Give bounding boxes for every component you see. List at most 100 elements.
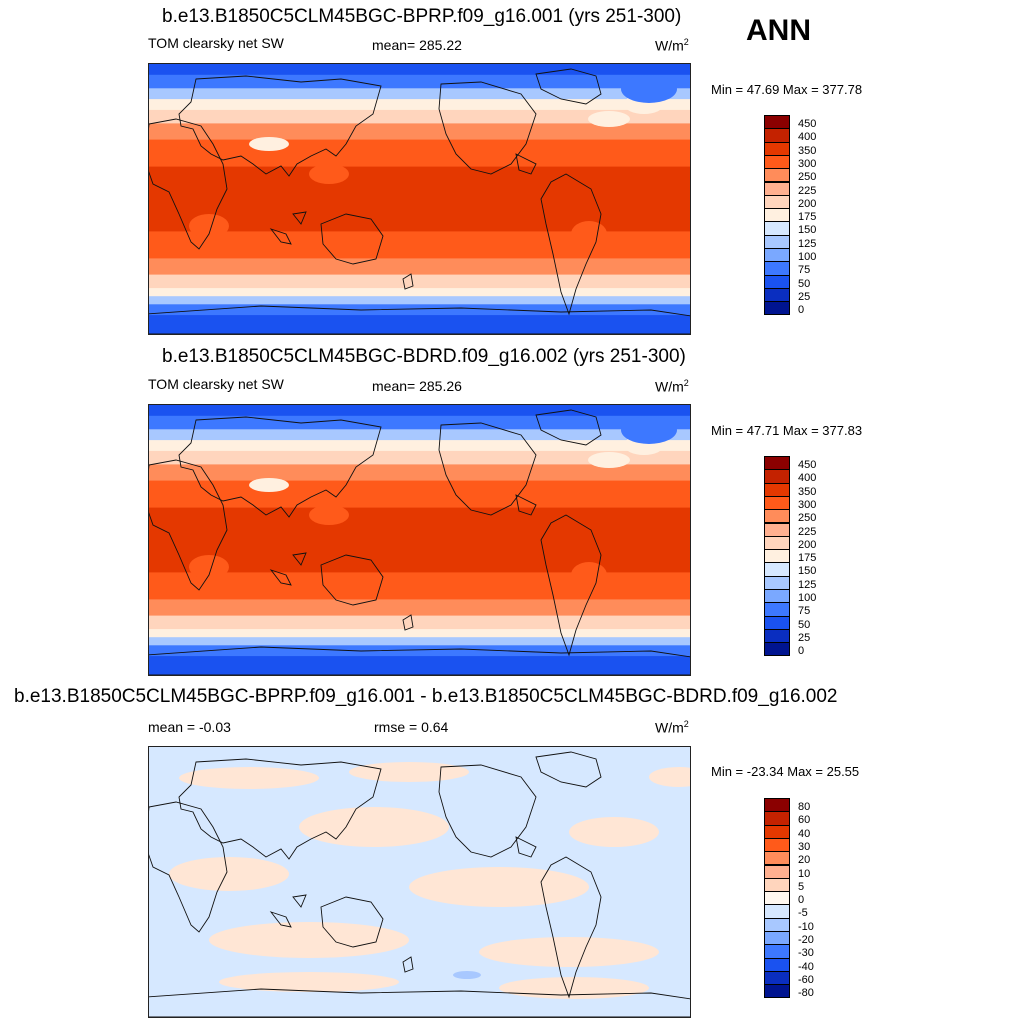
coastlines bbox=[149, 751, 690, 1017]
panel1-variable: TOM clearsky net SW bbox=[148, 35, 284, 51]
colorbar-tick-label: 200 bbox=[798, 538, 817, 551]
contour-band bbox=[149, 258, 690, 276]
panel1-units: W/m2 bbox=[655, 37, 689, 54]
contour-band bbox=[149, 166, 690, 232]
contour-patch bbox=[571, 562, 607, 588]
panel2-units: W/m2 bbox=[655, 378, 689, 395]
colorbar-swatch bbox=[764, 456, 790, 471]
coastline bbox=[149, 646, 690, 675]
colorbar-tick-label: 450 bbox=[798, 118, 817, 130]
colorbar-swatch bbox=[764, 837, 790, 853]
colorbar-tick-label: 150 bbox=[798, 565, 817, 578]
panel3-mean: mean = -0.03 bbox=[148, 719, 231, 735]
contour-band bbox=[149, 315, 690, 334]
contour-patch bbox=[172, 145, 206, 163]
coastline bbox=[402, 956, 414, 973]
colorbar-swatch bbox=[764, 824, 790, 839]
contour-patch bbox=[189, 214, 229, 238]
colorbar-swatch bbox=[764, 589, 790, 604]
contour-band bbox=[149, 405, 690, 417]
contour-patch bbox=[621, 75, 677, 103]
colorbar-swatch bbox=[764, 931, 790, 946]
colorbar-tick-label: 175 bbox=[798, 552, 817, 565]
contour-band bbox=[149, 656, 690, 675]
colorbar-tick-label: 250 bbox=[798, 512, 817, 525]
coastline bbox=[292, 552, 307, 566]
colorbar-tick-label: 225 bbox=[798, 184, 817, 197]
colorbar-swatch bbox=[764, 864, 790, 879]
contour-band bbox=[149, 480, 690, 509]
contour-patch bbox=[569, 817, 659, 847]
coastlines bbox=[149, 68, 690, 334]
colorbar-tick-label: 0 bbox=[798, 894, 805, 907]
contour-band bbox=[149, 615, 690, 630]
coastline bbox=[292, 894, 307, 908]
panel2-variable: TOM clearsky net SW bbox=[148, 376, 284, 392]
colorbar-tick-label: 100 bbox=[798, 592, 817, 604]
coastline bbox=[438, 764, 537, 858]
coastline bbox=[320, 896, 384, 948]
coastline bbox=[149, 459, 228, 591]
colorbar-tick-label: 100 bbox=[798, 251, 817, 263]
colorbar-swatch bbox=[764, 602, 790, 617]
colorbar-tick-label: 75 bbox=[798, 605, 811, 618]
contour-band bbox=[149, 99, 690, 111]
contour-band bbox=[149, 296, 690, 305]
colorbar-swatch bbox=[764, 904, 790, 919]
coastline bbox=[515, 836, 537, 858]
colorbar-swatch bbox=[764, 248, 790, 263]
contour-patch bbox=[649, 767, 690, 787]
coastline bbox=[292, 211, 307, 225]
panel2-mean: mean= 285.26 bbox=[372, 378, 462, 394]
coastline bbox=[269, 569, 292, 586]
contour-patch bbox=[479, 937, 659, 967]
contour-band bbox=[149, 415, 690, 430]
colorbar-tick-label: 20 bbox=[798, 854, 811, 867]
colorbar-tick-label: 200 bbox=[798, 197, 817, 210]
colorbar-tick-label: 25 bbox=[798, 631, 811, 644]
panel1-mean: mean= 285.22 bbox=[372, 37, 462, 53]
colorbar-swatch bbox=[764, 168, 790, 183]
coastline bbox=[540, 514, 602, 657]
colorbar-tick-label: -80 bbox=[798, 987, 814, 1000]
coastline bbox=[438, 422, 537, 516]
contour-patch bbox=[249, 478, 289, 492]
colorbar-swatch bbox=[764, 301, 790, 316]
colorbar-tick-label: 400 bbox=[798, 472, 817, 485]
colorbar-swatch bbox=[764, 575, 790, 590]
contour-patch bbox=[299, 807, 449, 847]
colorbar-swatch bbox=[764, 234, 790, 249]
colorbar-swatch bbox=[764, 970, 790, 986]
colorbar-swatch bbox=[764, 891, 790, 906]
colorbar-swatch bbox=[764, 128, 790, 143]
colorbar-tick-label: 50 bbox=[798, 618, 811, 631]
coastline bbox=[515, 153, 537, 175]
colorbar-tick-label: 50 bbox=[798, 277, 811, 290]
contour-band bbox=[149, 288, 690, 297]
colorbar-swatch bbox=[764, 811, 790, 826]
contour-band bbox=[149, 88, 690, 100]
contour-band bbox=[149, 139, 690, 168]
colorbar-tick-label: -5 bbox=[798, 907, 808, 920]
colorbar-tick-label: 250 bbox=[798, 171, 817, 184]
colorbar-tick-label: 60 bbox=[798, 814, 811, 827]
colorbar-tick-label: 400 bbox=[798, 131, 817, 144]
colorbar-swatch bbox=[764, 274, 790, 289]
colorbar-swatch bbox=[764, 482, 790, 497]
panel2-map-plot bbox=[149, 405, 690, 675]
colorbar-swatch bbox=[764, 495, 790, 511]
panel3-units: W/m2 bbox=[655, 719, 689, 736]
colorbar-swatch bbox=[764, 877, 790, 893]
colorbar-swatch bbox=[764, 181, 790, 196]
colorbar-swatch bbox=[764, 509, 790, 524]
colorbar-tick-label: 125 bbox=[798, 237, 817, 250]
contour-patch bbox=[172, 486, 206, 504]
colorbar-tick-label: 300 bbox=[798, 498, 817, 511]
contour-patch bbox=[309, 505, 349, 525]
panel2-title: b.e13.B1850C5CLM45BGC-BDRD.f09_g16.002 (… bbox=[162, 346, 686, 367]
colorbar-tick-label: 0 bbox=[798, 304, 805, 317]
contour-band bbox=[149, 274, 690, 289]
colorbar-swatch bbox=[764, 917, 790, 932]
contour-patch bbox=[219, 972, 399, 992]
coastline bbox=[320, 213, 384, 265]
